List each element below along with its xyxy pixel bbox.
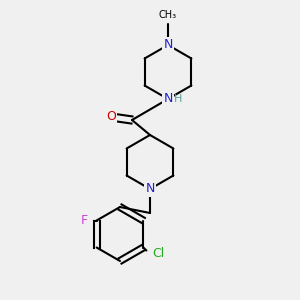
Text: Cl: Cl	[152, 247, 164, 260]
Text: H: H	[174, 94, 183, 104]
Text: N: N	[163, 92, 173, 106]
Text: N: N	[145, 182, 155, 196]
Text: O: O	[106, 110, 116, 124]
Text: F: F	[81, 214, 88, 227]
Text: N: N	[163, 38, 173, 52]
Text: CH₃: CH₃	[159, 10, 177, 20]
